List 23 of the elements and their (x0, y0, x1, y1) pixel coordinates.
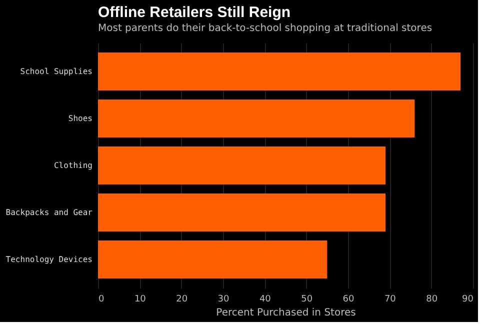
x-tick-label: 0 (98, 294, 104, 304)
x-axis-title: Percent Purchased in Stores (216, 308, 356, 318)
bar (98, 52, 460, 90)
x-tick-label: 30 (218, 294, 230, 304)
bar (98, 194, 386, 232)
x-tick-label: 50 (301, 294, 313, 304)
x-tick-label: 40 (259, 294, 272, 304)
chart-subtitle: Most parents do their back-to-school shopping at traditional stores (98, 23, 432, 34)
y-tick-label: Backpacks and Gear (6, 208, 93, 217)
x-tick-label: 10 (134, 294, 146, 304)
x-tick-label: 90 (462, 294, 474, 304)
y-tick-label: Clothing (54, 161, 93, 170)
x-tick-label: 60 (342, 294, 354, 304)
x-tick-label: 70 (384, 294, 396, 304)
y-tick-label: Shoes (68, 114, 93, 123)
x-tick-label: 80 (426, 294, 438, 304)
chart-title: Offline Retailers Still Reign (98, 4, 291, 21)
bar (98, 146, 386, 184)
x-tick-label: 20 (176, 294, 188, 304)
y-tick-label: Technology Devices (6, 255, 93, 264)
y-tick-label: School Supplies (20, 67, 93, 76)
bar (98, 100, 415, 138)
bar (98, 240, 328, 278)
